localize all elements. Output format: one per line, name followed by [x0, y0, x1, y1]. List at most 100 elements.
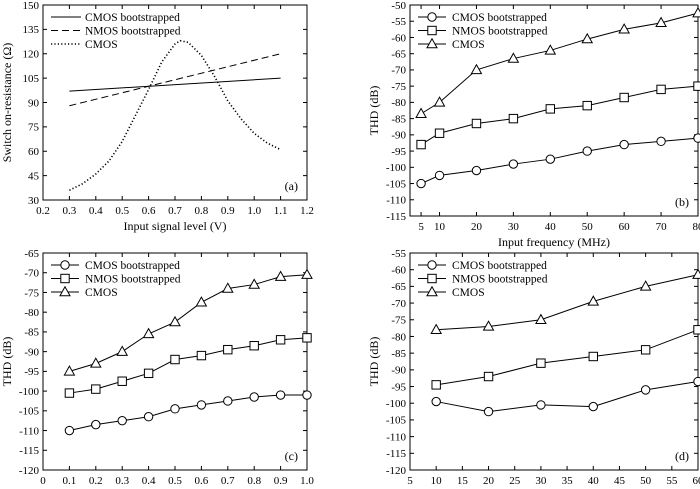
data-point-circle	[582, 146, 592, 156]
legend-label: NMOS bootstrapped	[452, 274, 548, 286]
legend-marker-triangle	[426, 285, 438, 297]
series-line-1	[420, 137, 699, 184]
y-tick-label: -85	[391, 348, 406, 360]
x-tick-label: 30	[508, 221, 520, 233]
x-tick-label: 70	[656, 221, 668, 233]
data-point-circle	[275, 390, 286, 400]
x-tick-label: 30	[535, 475, 547, 487]
x-tick-label: 0.3	[63, 205, 77, 217]
y-tick-label: -120	[19, 465, 40, 477]
legend-label: CMOS	[85, 287, 118, 299]
data-point-triangle	[415, 107, 427, 118]
y-tick-label: -105	[19, 406, 40, 418]
y-tick-label: -70	[391, 298, 406, 310]
y-tick-label: 60	[28, 146, 40, 158]
data-point-circle	[170, 404, 180, 414]
chart-panel-c: 0 0.1 0.2 0.3 0.4 0.5 0.6 0.7 0.8 0.9 1.0 -120 -115 -…	[0, 248, 314, 487]
data-point-circle	[143, 412, 154, 422]
y-tick-label: 150	[23, 0, 40, 12]
data-point-triangle	[195, 296, 208, 307]
y-tick-label: -110	[386, 431, 406, 443]
data-point-circle	[508, 159, 519, 169]
x-tick-label: 5	[407, 475, 413, 487]
x-tick-label: 0.8	[195, 205, 209, 217]
legend-label: CMOS bootstrapped	[85, 260, 180, 272]
data-point-triangle	[692, 268, 700, 279]
chart-panel-d: 5 10 15 20 25 30 35 40 45 50 55 60 -120 -115 -110 -105 -…	[367, 248, 700, 487]
series-line-2	[69, 337, 308, 394]
x-tick-label: 0.6	[195, 475, 209, 487]
y-axis-label: THD (dB)	[367, 86, 381, 136]
data-point-triangle	[142, 327, 155, 339]
data-point-circle	[640, 385, 651, 395]
legend-marker-circle	[60, 260, 70, 270]
data-point-square	[656, 84, 666, 95]
y-axis-label: THD (dB)	[0, 337, 14, 387]
data-point-square	[471, 118, 482, 129]
data-point-circle	[619, 139, 629, 150]
x-tick-label: 0.9	[221, 205, 235, 217]
data-point-triangle	[430, 323, 443, 334]
y-tick-label: 90	[28, 97, 40, 109]
data-point-triangle	[63, 365, 76, 376]
x-tick-label: 10	[431, 475, 443, 487]
data-point-circle	[693, 133, 700, 143]
y-tick-label: -65	[24, 248, 39, 260]
y-tick-label: -100	[19, 386, 40, 398]
y-tick-label: -75	[391, 81, 406, 93]
x-tick-label: 0.3	[115, 475, 129, 487]
y-tick-label: -85	[24, 327, 39, 339]
series-line-1	[436, 381, 699, 413]
legend-label: CMOS	[85, 39, 118, 51]
x-tick-label: 60	[619, 221, 631, 233]
y-tick-label: -80	[24, 307, 39, 319]
data-point-square	[588, 351, 598, 362]
data-point-square	[640, 345, 651, 355]
y-tick-label: -95	[391, 146, 406, 158]
y-tick-label: -115	[386, 448, 406, 460]
data-point-square	[582, 100, 592, 111]
data-point-square	[536, 358, 546, 368]
data-point-triangle	[581, 32, 594, 44]
y-tick-label: 135	[23, 24, 40, 36]
x-tick-label: 0.4	[89, 205, 103, 217]
y-axis-label: Switch on-resistance (Ω)	[0, 43, 14, 163]
data-point-circle	[302, 390, 312, 400]
plot-frame	[409, 252, 699, 471]
data-point-triangle	[169, 315, 181, 327]
data-point-triangle	[470, 63, 483, 75]
y-tick-label: -55	[391, 16, 406, 28]
data-point-square	[508, 113, 519, 124]
x-tick-label: 0.5	[168, 475, 182, 487]
y-tick-label: -90	[391, 130, 406, 142]
x-tick-label: 0	[40, 475, 46, 487]
y-axis-label: THD (dB)	[367, 337, 381, 387]
legend-marker-square	[427, 273, 437, 284]
y-tick-label: 30	[28, 195, 40, 207]
y-tick-label: -80	[391, 331, 406, 343]
x-tick-label: 35	[562, 475, 574, 487]
series-line-2	[420, 85, 699, 146]
panel-label: (a)	[285, 179, 298, 193]
x-tick-label: 1.2	[300, 205, 314, 217]
panel-label: (d)	[675, 449, 689, 463]
x-tick-label: 55	[666, 475, 678, 487]
data-point-square	[223, 344, 233, 355]
y-tick-label: -60	[391, 264, 406, 276]
y-tick-label: -95	[391, 381, 406, 393]
data-point-circle	[117, 415, 127, 426]
legend-marker-square	[60, 273, 70, 284]
legend-label: CMOS bootstrapped	[85, 12, 180, 24]
data-point-circle	[656, 136, 666, 147]
data-point-circle	[249, 392, 259, 402]
data-point-square	[143, 368, 154, 379]
data-point-triangle	[301, 268, 313, 279]
x-tick-label: 1.0	[247, 205, 261, 217]
data-point-square	[196, 350, 207, 361]
data-point-square	[545, 104, 556, 114]
x-tick-label: 0.2	[36, 205, 50, 217]
data-point-triangle	[507, 52, 520, 63]
data-point-circle	[483, 406, 494, 417]
y-tick-label: -115	[386, 211, 406, 223]
